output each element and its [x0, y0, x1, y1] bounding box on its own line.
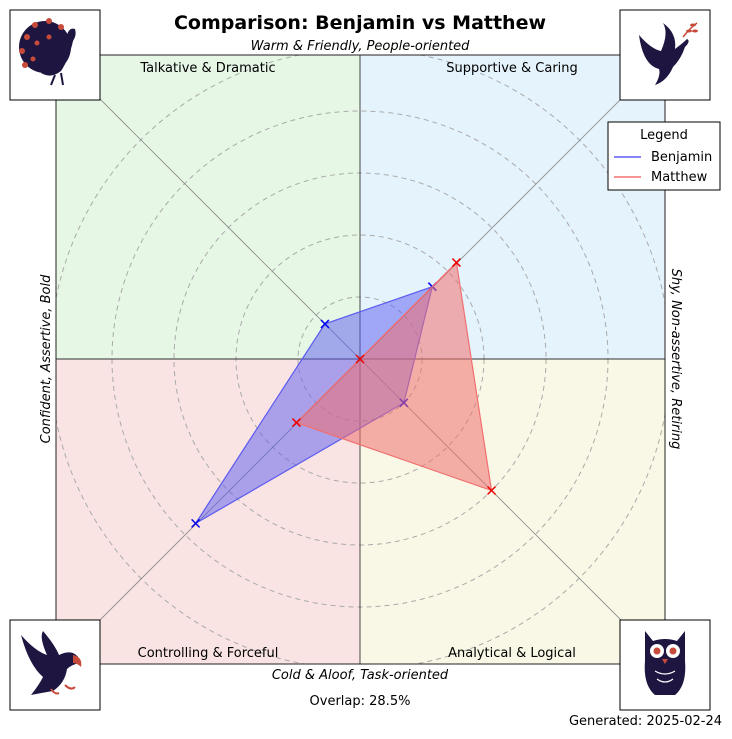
axis-label-bottom: Cold & Aloof, Task-oriented	[272, 668, 449, 683]
legend-entry-benjamin: Benjamin	[651, 150, 712, 165]
overlap-label: Overlap: 28.5%	[310, 694, 411, 709]
plot-frame	[55, 54, 666, 665]
legend: Legend Benjamin Matthew	[607, 121, 721, 191]
legend-title: Legend	[640, 128, 688, 143]
legend-entry-matthew: Matthew	[651, 170, 708, 185]
quadrant-label-analytical: Analytical & Logical	[448, 646, 576, 661]
axis-label-left: Confident, Assertive, Bold	[39, 274, 54, 443]
marker-matthew-supportive	[451, 258, 461, 268]
axis-label-right: Shy, Non-assertive, Retiring	[668, 269, 683, 450]
quadrant-label-controlling: Controlling & Forceful	[138, 646, 279, 661]
marker-matthew-talkative	[355, 354, 365, 364]
quadrant-label-supportive: Supportive & Caring	[446, 61, 578, 76]
chart-title: Comparison: Benjamin vs Matthew	[174, 12, 546, 34]
dove-icon	[619, 9, 711, 101]
marker-benjamin-talkative	[320, 319, 330, 329]
marker-benjamin-controlling	[191, 518, 201, 528]
series-layer	[191, 258, 497, 528]
marker-matthew-controlling	[291, 418, 301, 428]
owl-icon	[619, 619, 711, 711]
peacock-icon	[9, 9, 101, 101]
quadrant-label-talkative: Talkative & Dramatic	[139, 61, 275, 76]
marker-matthew-analytical	[486, 485, 497, 496]
eagle-icon	[9, 619, 101, 711]
axis-label-top: Warm & Friendly, People-oriented	[251, 39, 471, 54]
generated-label: Generated: 2025-02-24	[569, 714, 722, 729]
